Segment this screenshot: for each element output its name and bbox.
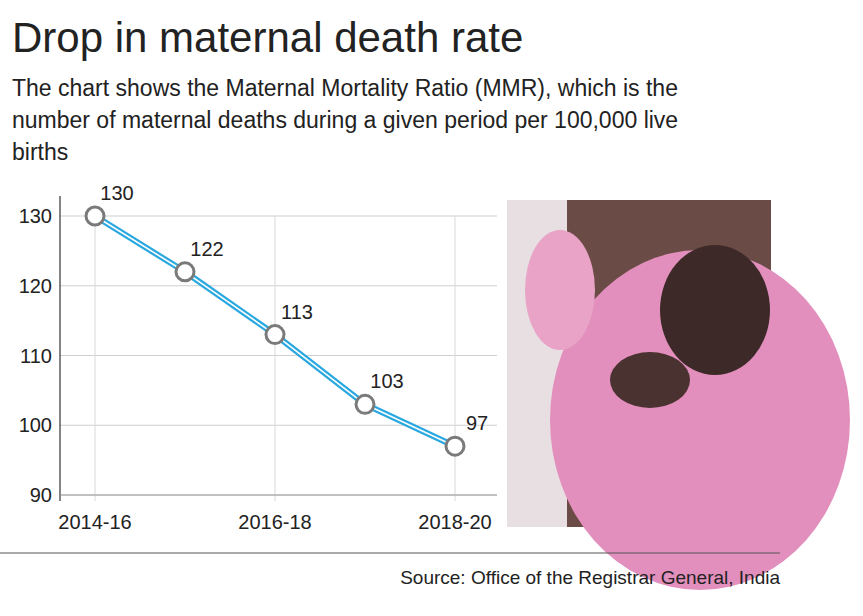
data-point [176, 263, 194, 281]
data-label: 103 [370, 370, 403, 392]
data-point [446, 437, 464, 455]
x-axis [60, 495, 497, 496]
x-tick [95, 216, 96, 501]
grid-line [60, 495, 497, 496]
data-label: 97 [466, 412, 488, 434]
subtitle: The chart shows the Maternal Mortality R… [12, 75, 678, 165]
data-label: 122 [190, 238, 223, 260]
x-tick-label: 2018-20 [418, 511, 491, 533]
y-tick-label: 110 [20, 345, 52, 367]
data-label: 113 [281, 301, 313, 323]
y-tick-label: 100 [19, 414, 52, 436]
grid-line [60, 425, 497, 426]
data-label: 130 [100, 182, 133, 204]
separator [0, 553, 780, 554]
data-line-highlight [95, 216, 455, 446]
x-tick-label: 2014-16 [58, 511, 131, 533]
grid-line [60, 285, 497, 286]
x-tick [455, 216, 456, 501]
subtitle-line: The chart shows the Maternal Mortality R… [12, 75, 678, 101]
title: Drop in maternal death rate [12, 14, 523, 61]
photo [507, 200, 850, 590]
data-line [95, 216, 455, 446]
photo-part [525, 230, 595, 350]
y-tick-label: 90 [30, 484, 52, 506]
photo-part [660, 245, 770, 375]
grid-line [60, 355, 497, 356]
subtitle-line: births [12, 139, 68, 165]
y-axis [59, 196, 60, 501]
data-point [266, 326, 284, 344]
x-tick [275, 216, 276, 501]
grid-line [60, 216, 497, 217]
x-tick-label: 2016-18 [238, 511, 311, 533]
y-tick-label: 130 [19, 205, 52, 227]
subtitle-line: number of maternal deaths during a given… [12, 107, 678, 133]
data-point [356, 395, 374, 413]
plot-area [86, 207, 464, 455]
photo-part [610, 352, 690, 408]
y-tick-label: 120 [19, 275, 52, 297]
source: Source: Office of the Registrar General,… [400, 567, 780, 588]
data-point [86, 207, 104, 225]
chart-root: Drop in maternal death rate The chart sho… [0, 0, 863, 616]
